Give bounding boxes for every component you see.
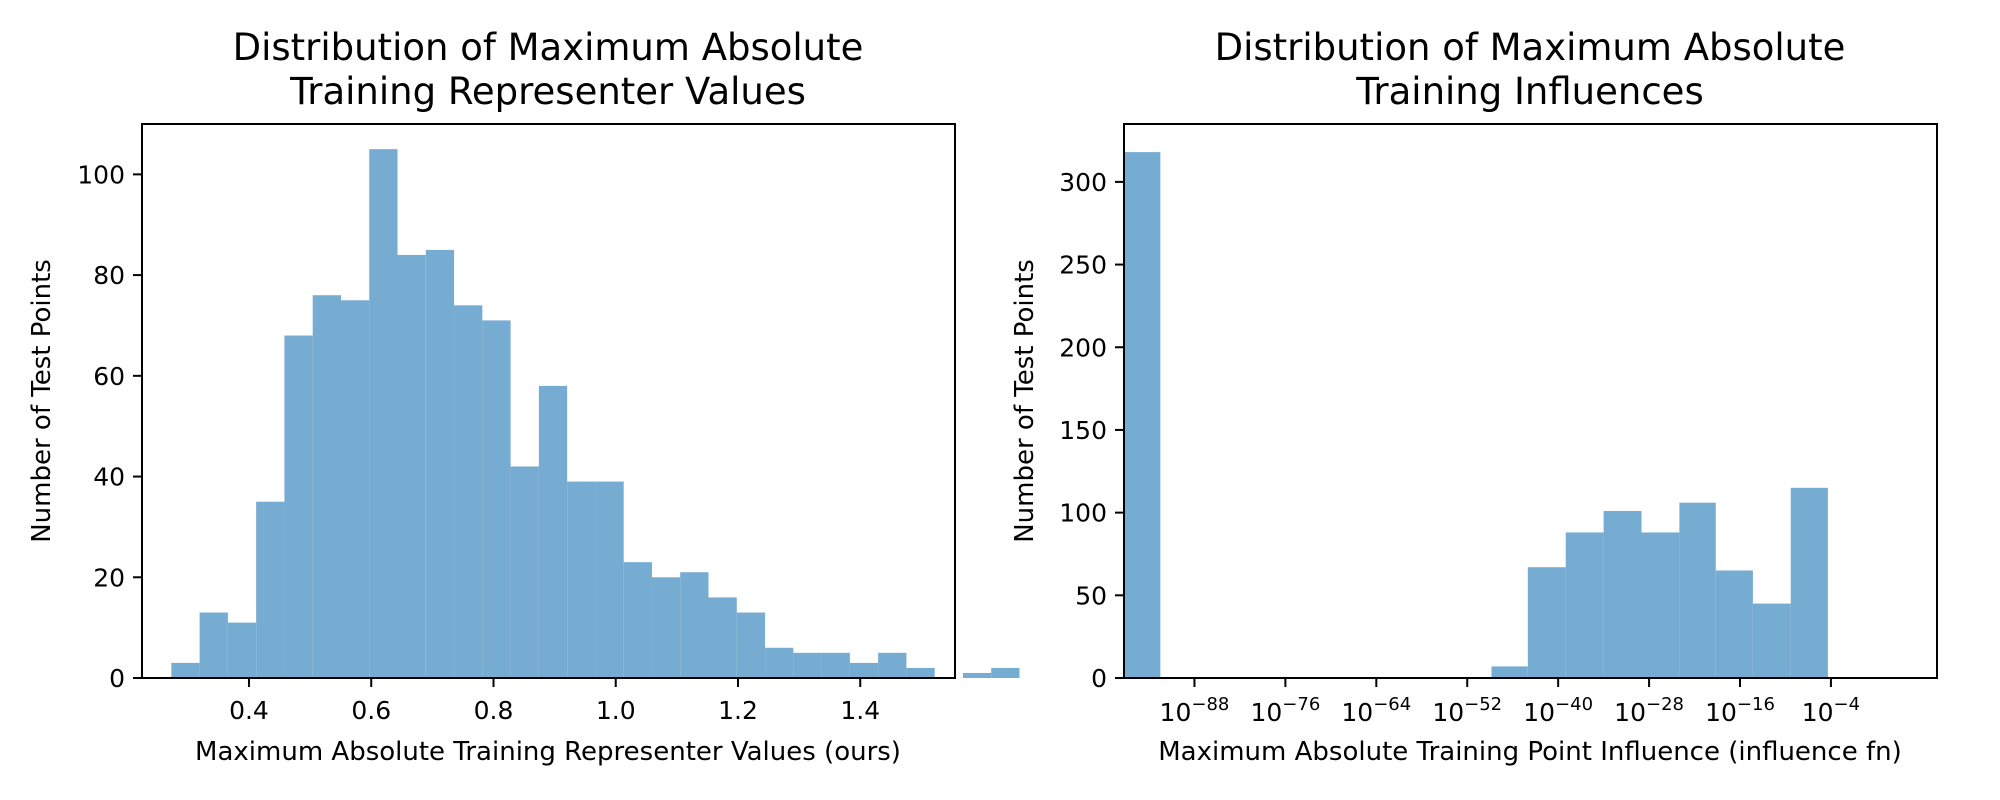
y-tick-label: 150: [1059, 416, 1107, 445]
histogram-bar: [1641, 532, 1680, 678]
chart-representer-values: Distribution of Maximum Absolute Trainin…: [27, 26, 1020, 767]
y-tick-label: 20: [93, 563, 125, 592]
x-tick-label: 10−4: [1802, 694, 1860, 727]
histogram-bar: [736, 612, 766, 678]
histogram-bar: [849, 662, 879, 678]
histogram-bar: [680, 572, 709, 678]
histogram-bar: [595, 481, 624, 678]
y-axis-label: Number of Test Points: [1010, 259, 1040, 543]
plot-frame: [1123, 123, 1938, 679]
bars-group: [1124, 152, 1828, 679]
histogram-bar: [821, 652, 850, 678]
y-tick-label: 0: [109, 664, 125, 693]
histogram-bar: [340, 300, 370, 678]
x-tick-label: 0.6: [351, 696, 391, 725]
x-tick-label: 1.4: [840, 696, 880, 725]
x-tick-label: 0.8: [474, 696, 514, 725]
histogram-bar: [962, 672, 992, 678]
x-tick-label: 1.2: [718, 696, 758, 725]
histogram-bar: [1565, 532, 1604, 678]
chart-title-line-2: Training Influences: [1355, 70, 1703, 113]
histogram-bar: [1790, 487, 1828, 678]
histogram-bar: [708, 597, 737, 678]
x-tick-label: 10−28: [1614, 694, 1684, 727]
x-tick-label: 0.4: [229, 696, 269, 725]
histogram-bar: [425, 249, 455, 678]
y-tick-label: 250: [1059, 251, 1107, 280]
x-tick-label: 10−40: [1523, 694, 1593, 727]
y-tick-label: 100: [1059, 499, 1107, 528]
y-tick-label: 50: [1075, 581, 1107, 610]
y-tick-label: 0: [1091, 664, 1107, 693]
y-tick-label: 40: [93, 463, 125, 492]
x-tick-label: 10−88: [1160, 694, 1230, 727]
x-tick-label: 1.0: [596, 696, 636, 725]
histogram-bar: [1752, 603, 1791, 678]
x-tick-label: 10−76: [1250, 694, 1320, 727]
histogram-bar: [878, 652, 907, 678]
x-axis-label: Maximum Absolute Training Representer Va…: [195, 737, 901, 767]
histogram-bar: [482, 320, 511, 678]
histogram-bar: [1715, 570, 1753, 678]
chart-title-line-2: Training Representer Values: [289, 70, 806, 113]
chart-title-line-1: Distribution of Maximum Absolute: [1215, 26, 1846, 69]
histogram-bar: [171, 662, 200, 678]
histogram-bar: [199, 612, 228, 678]
histogram-bar: [765, 647, 794, 678]
x-axis-ticks: 0.4 0.6 0.8 1.0 1.2 1.4: [229, 678, 880, 725]
histogram-bar: [567, 481, 596, 678]
chart-influences: Distribution of Maximum Absolute Trainin…: [1010, 26, 1938, 767]
histogram-bar: [227, 622, 257, 678]
histogram-bar: [906, 667, 935, 678]
x-tick-label: 10−52: [1432, 694, 1502, 727]
chart-title-line-1: Distribution of Maximum Absolute: [233, 26, 864, 69]
histogram-bar: [1124, 152, 1161, 679]
histogram-bar: [538, 385, 568, 678]
x-tick-label: 10−64: [1341, 694, 1411, 727]
x-axis-label: Maximum Absolute Training Point Influenc…: [1158, 737, 1902, 767]
plot-frame: [141, 123, 956, 679]
histogram-bar: [1679, 502, 1716, 678]
histogram-bar: [651, 577, 681, 678]
histogram-bar: [510, 466, 539, 678]
x-axis-ticks: 10−88 10−76 10−64 10−52 10−40 10−28 10−16 10−4: [1160, 678, 1860, 727]
y-axis-label: Number of Test Points: [27, 259, 57, 543]
histogram-bar: [454, 305, 483, 678]
y-axis-ticks: 0 20 40 60 80 100: [77, 160, 142, 693]
histogram-bar: [397, 254, 426, 679]
y-tick-label: 80: [93, 261, 125, 290]
histogram-bar: [991, 667, 1020, 678]
histogram-bar: [369, 149, 398, 678]
y-tick-label: 200: [1059, 333, 1107, 362]
histogram-bar: [284, 335, 313, 678]
histogram-bar: [793, 652, 822, 678]
histogram-bar: [1527, 567, 1566, 678]
x-tick-label: 10−16: [1705, 694, 1775, 727]
histogram-bar: [312, 295, 341, 678]
histogram-bar: [623, 562, 652, 678]
histogram-bar: [1491, 666, 1528, 678]
y-tick-label: 100: [77, 160, 125, 189]
y-axis-ticks: 0 50 100 150 200 250 300: [1059, 168, 1124, 693]
y-tick-label: 60: [93, 362, 125, 391]
y-tick-label: 300: [1059, 168, 1107, 197]
histogram-bar: [256, 501, 285, 678]
histogram-bar: [1603, 510, 1642, 678]
bars-group: [171, 149, 1020, 679]
